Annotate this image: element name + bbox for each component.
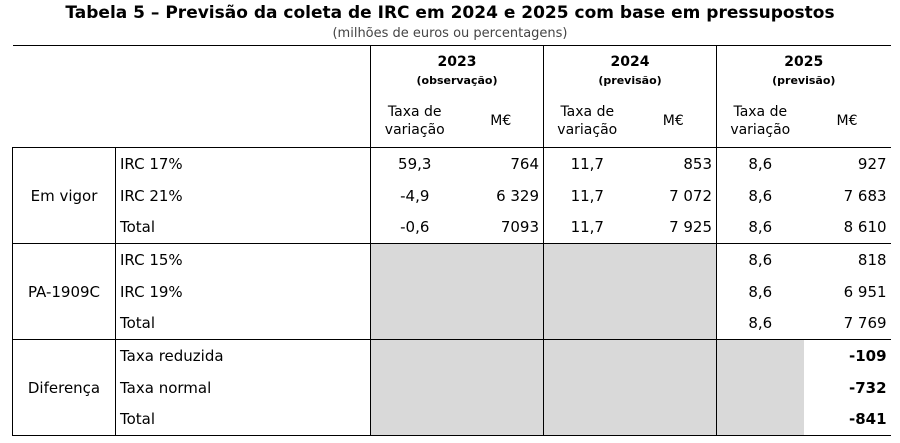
value-cell: 6 329 — [496, 186, 540, 205]
rate-header: Taxa de variação — [716, 95, 804, 148]
value-cell: -109 — [803, 339, 891, 372]
empty-cell — [716, 339, 804, 372]
group-label: Diferença — [12, 339, 116, 436]
subheader-row: Taxa de variação M€ Taxa de variação M€ Taxa… — [13, 95, 891, 148]
data-row: Em vigor IRC 17% 59,3 764 11,7 853 8,6 927 — [12, 147, 891, 244]
rate-cell: 8,6 — [716, 275, 804, 308]
rate-cell: -0,6 — [370, 211, 459, 244]
year: 2025 — [784, 53, 824, 70]
year-note: (previsão) — [598, 73, 662, 87]
empty-cell — [543, 371, 717, 404]
empty-cell — [543, 339, 717, 372]
row-label: IRC 17% — [115, 147, 371, 180]
data-row: IRC 21% -4,9 6 329 11,7 7 072 8,6 7 683 — [13, 179, 891, 212]
value-cell: 7093 — [500, 218, 540, 237]
year-note: (observação) — [416, 73, 498, 87]
empty-cell — [716, 371, 804, 404]
value-cell: 8 610 — [843, 218, 887, 237]
row-label: IRC 15% — [115, 243, 371, 276]
empty-cell — [543, 307, 717, 340]
year-header: 2024 (previsão) — [543, 45, 717, 96]
row-label: Taxa normal — [115, 371, 371, 404]
table-subtitle: (milhões de euros ou percentagens) — [332, 26, 568, 41]
value-header: M€ — [662, 113, 684, 130]
row-label: Total — [115, 307, 371, 340]
year-header: 2023 (observação) — [369, 45, 544, 96]
rate-cell: 8,6 — [716, 179, 804, 212]
row-label: Total — [115, 403, 371, 436]
value-cell: 853 — [630, 147, 717, 180]
year: 2023 — [437, 53, 477, 70]
value-cell: 927 — [803, 147, 891, 180]
empty-cell — [369, 243, 544, 276]
value-header: M€ — [490, 113, 512, 130]
value-header: M€ — [836, 113, 858, 130]
value-cell: 764 — [458, 147, 544, 180]
group-label: PA-1909C — [12, 243, 116, 340]
header-row: 2023 (observação) 2024 (previsão) 2025 (previ… — [12, 45, 891, 96]
value-cell: 6 951 — [843, 282, 887, 301]
row-label: Total — [115, 211, 371, 244]
row-label: IRC 19% — [115, 275, 371, 308]
table: 2023 (observação) 2024 (previsão) 2025 (previ… — [12, 45, 891, 436]
empty-cell — [716, 403, 804, 436]
value-cell: 7 072 — [669, 186, 713, 205]
value-cell: 7 769 — [843, 314, 887, 333]
row-label: Taxa reduzida — [115, 339, 371, 372]
rate-cell: 8,6 — [716, 307, 804, 340]
empty-cell — [543, 403, 717, 436]
value-cell: 7 683 — [843, 186, 887, 205]
year-note: (previsão) — [772, 73, 836, 87]
table-title: Tabela 5 – Previsão da coleta de IRC em … — [65, 3, 835, 23]
rate-cell: 11,7 — [543, 211, 631, 244]
rate-cell: 8,6 — [716, 147, 804, 180]
data-row: Taxa normal -732 — [13, 371, 891, 404]
corner — [13, 96, 371, 148]
value-cell: -841 — [803, 403, 891, 436]
empty-cell — [543, 275, 717, 308]
row-label: IRC 21% — [115, 179, 371, 212]
empty-cell — [543, 243, 717, 276]
empty-cell — [369, 307, 544, 340]
empty-cell — [369, 339, 544, 372]
empty-cell — [369, 403, 544, 436]
value-cell: -732 — [849, 378, 887, 397]
rate-cell: 8,6 — [716, 243, 804, 276]
data-row: Total -0,6 7093 11,7 7 925 8,6 8 610 — [13, 211, 891, 244]
data-row: PA-1909C IRC 15% 8,6 818 — [12, 243, 891, 340]
year-header: 2025 (previsão) — [716, 45, 891, 96]
empty-cell — [369, 371, 544, 404]
empty-cell — [369, 275, 544, 308]
group-label: Em vigor — [12, 147, 116, 244]
value-cell: 818 — [803, 243, 891, 276]
corner — [12, 45, 371, 96]
data-row: IRC 19% 8,6 6 951 — [13, 275, 891, 308]
year: 2024 — [610, 53, 650, 70]
rate-cell: -4,9 — [370, 179, 459, 212]
rate-header: Taxa de variação — [370, 95, 459, 148]
rate-cell: 11,7 — [543, 147, 631, 180]
data-row: Total 8,6 7 769 — [13, 307, 891, 340]
rate-header: Taxa de variação — [543, 95, 631, 148]
rate-cell: 59,3 — [370, 147, 459, 180]
value-cell: 7 925 — [669, 218, 713, 237]
rate-cell: 8,6 — [716, 211, 804, 244]
rate-cell: 11,7 — [543, 179, 631, 212]
data-row: Total -841 — [13, 403, 891, 436]
data-row: Diferença Taxa reduzida -109 — [12, 339, 891, 436]
